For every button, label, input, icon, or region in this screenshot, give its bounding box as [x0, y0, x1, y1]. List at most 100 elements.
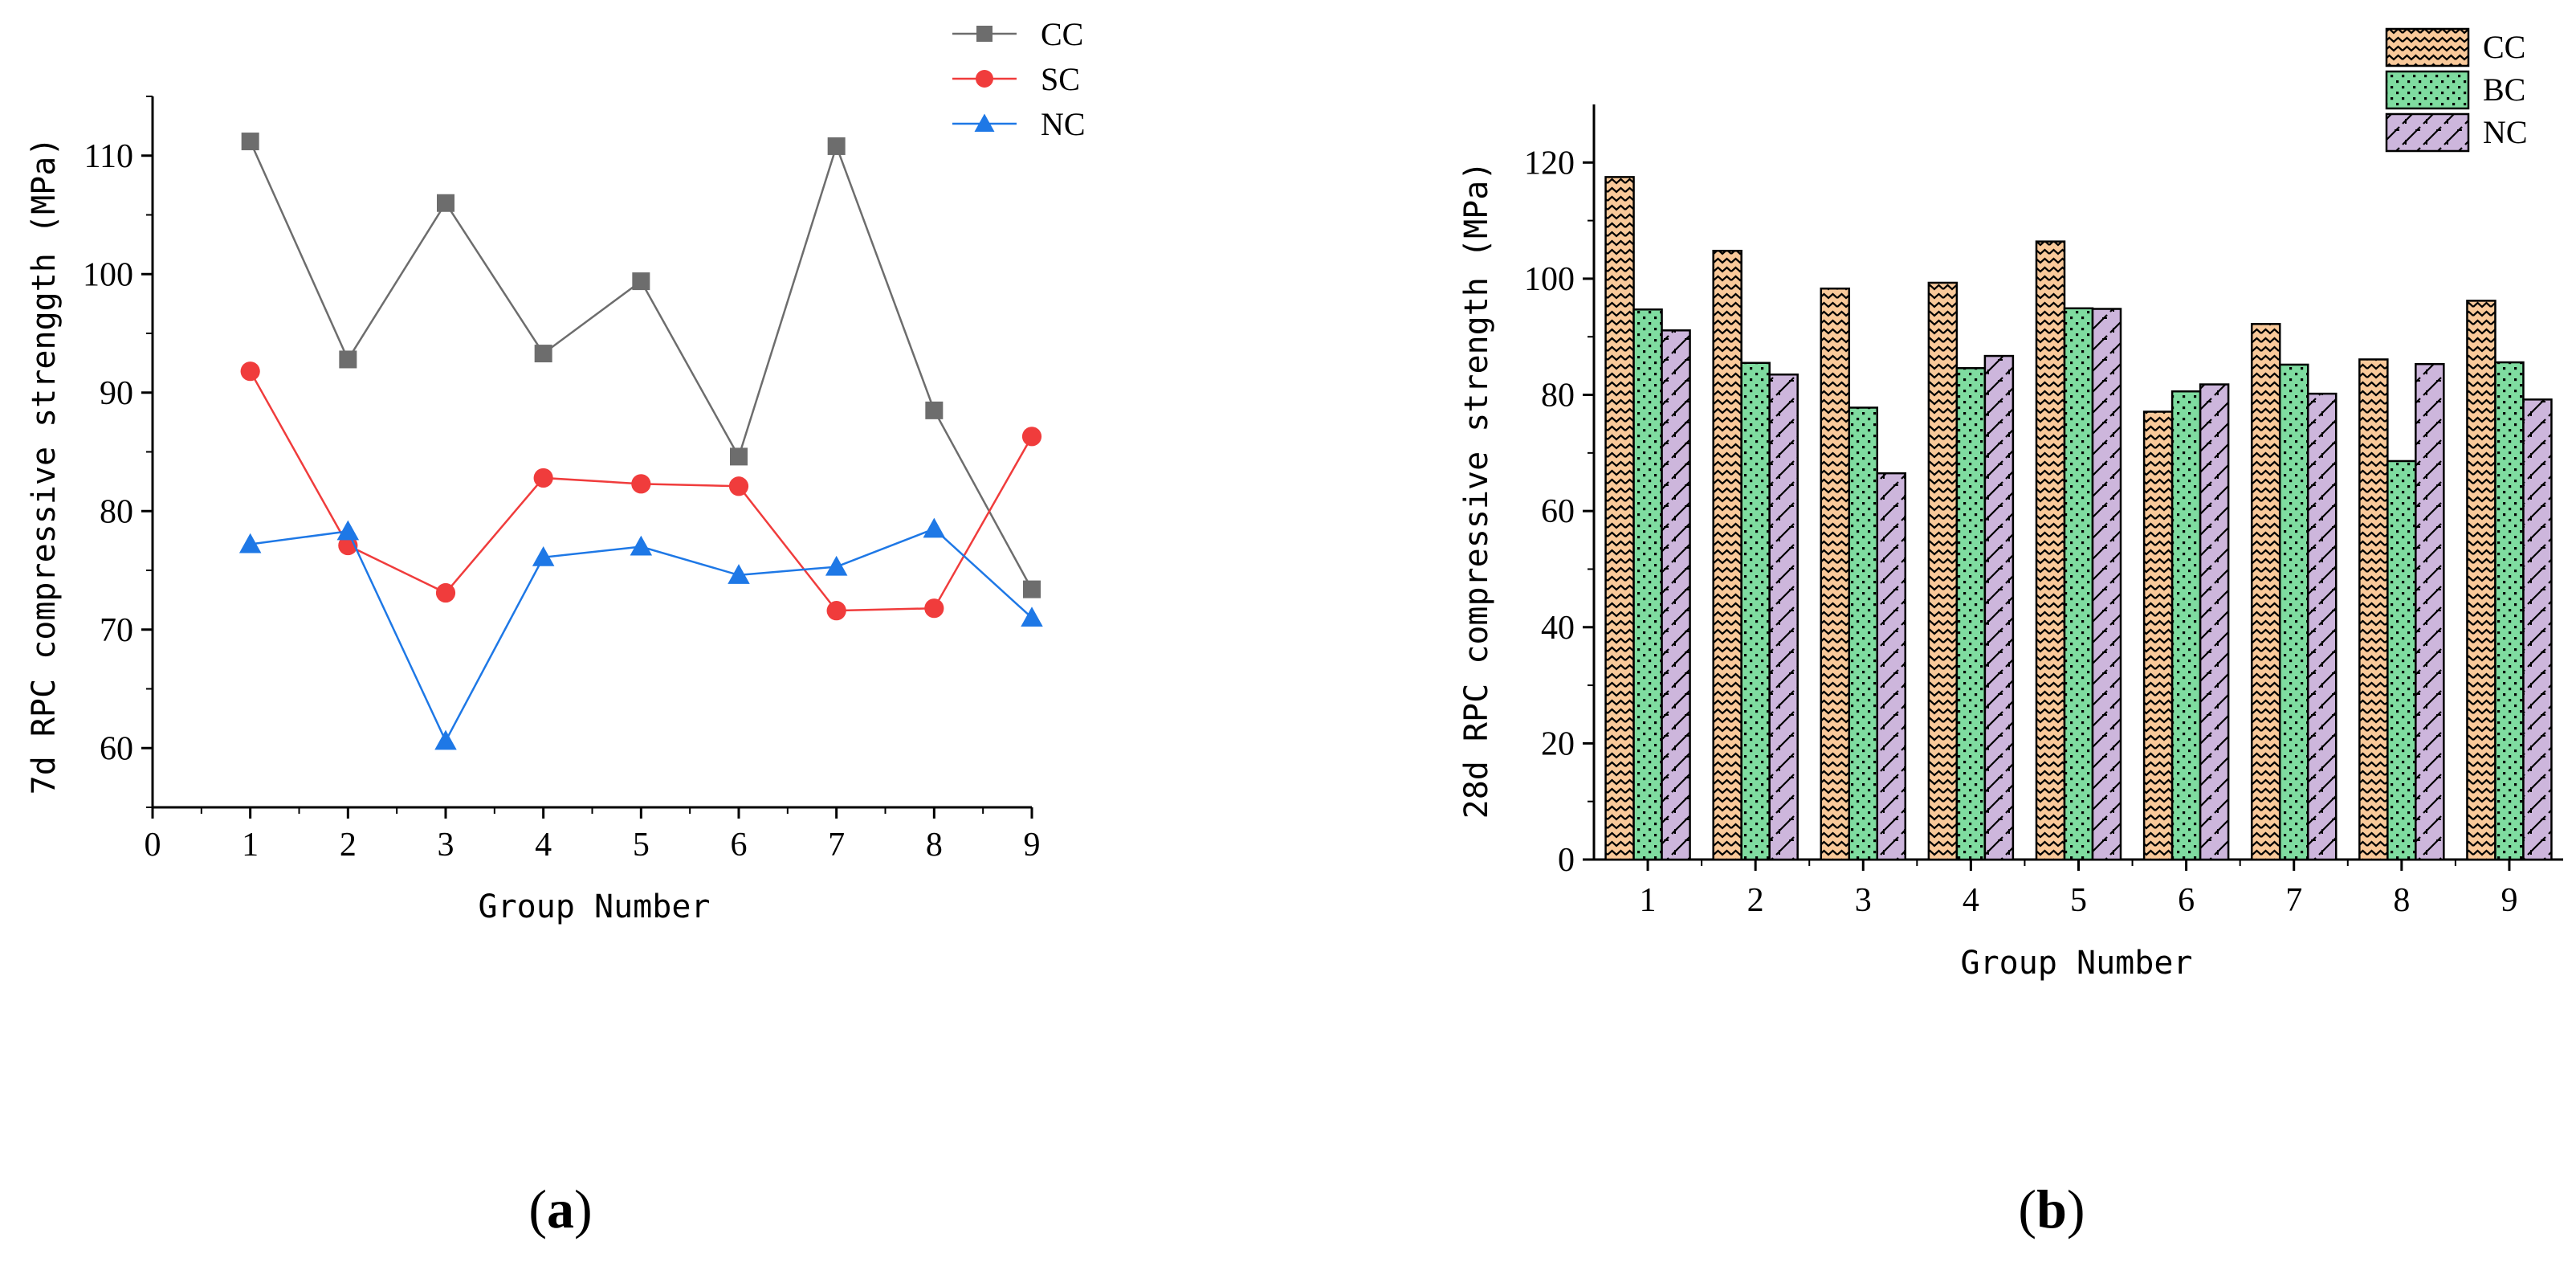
data-point [631, 474, 651, 494]
x-tick-label: 2 [340, 827, 357, 864]
data-point [339, 350, 357, 369]
bar-cc [1820, 287, 1851, 861]
bar-cc [2466, 300, 2497, 861]
y-tick-label: 0 [1558, 842, 1575, 879]
data-point [728, 476, 749, 496]
x-tick-label: 9 [2501, 882, 2517, 919]
bar-cc [2035, 240, 2066, 861]
y-tick-label: 60 [1541, 493, 1575, 530]
legend-item-sc: SC [952, 61, 1080, 97]
bar-nc [2415, 362, 2445, 861]
legend-label: NC [2483, 114, 2528, 150]
axes [141, 96, 1033, 819]
x-tick-label: 3 [1855, 882, 1872, 919]
bar-cc [2250, 323, 2281, 861]
data-point [534, 345, 552, 363]
data-point [730, 447, 748, 466]
series-nc [238, 517, 1043, 750]
series-line [250, 527, 1033, 744]
bar-bc [2063, 307, 2094, 861]
y-tick-label: 80 [100, 493, 133, 530]
y-tick-label: 100 [1524, 261, 1575, 298]
bar-chart-panel: 0 20 40 60 80 100 120 1 2 3 4 5 6 7 8 9 CC BC NC Group Nu… [1458, 27, 2563, 1240]
bar-nc [2199, 383, 2230, 861]
x-axis-title: Group Number [1961, 945, 2193, 982]
y-axis-title: 28d RPC compressive strength (MPa) [1458, 161, 1495, 819]
data-point [1021, 606, 1043, 627]
legend-item-bc: BC [2385, 70, 2525, 110]
legend-item-nc: NC [952, 106, 1086, 142]
bar-bc [2170, 390, 2202, 861]
bar-bc [1848, 406, 1879, 861]
legend-label: CC [1041, 16, 1083, 52]
x-tick-label: 5 [633, 827, 650, 864]
tick-labels: 0 1 2 3 4 5 6 7 8 9 60 70 80 90 100 110 [83, 138, 1041, 864]
data-point [827, 137, 846, 155]
x-tick-label: 2 [1747, 882, 1764, 919]
series-group [238, 133, 1043, 750]
x-tick-label: 4 [535, 827, 552, 864]
data-point [435, 582, 456, 603]
y-tick-label: 90 [100, 375, 133, 412]
legend-swatch [2385, 112, 2470, 153]
panel-letter-b: b [2036, 1178, 2067, 1240]
legend-item-cc: CC [2385, 27, 2525, 67]
panel-letter-a: a [547, 1178, 574, 1240]
bar-nc [1876, 472, 1907, 861]
data-point [532, 546, 555, 566]
data-point [826, 601, 846, 621]
panel-caption-b: (b) [2018, 1178, 2085, 1240]
legend-label: SC [1041, 61, 1080, 97]
series-sc [240, 361, 1042, 621]
legend-label: NC [1041, 106, 1086, 142]
x-tick-label: 8 [2393, 882, 2410, 919]
x-tick-label: 1 [242, 827, 259, 864]
x-tick-label: 5 [2070, 882, 2087, 919]
bar-cc [2358, 358, 2389, 861]
x-tick-label: 6 [731, 827, 748, 864]
data-point [632, 272, 650, 291]
data-point [238, 533, 262, 553]
data-point [241, 133, 259, 151]
tick-labels: 0 20 40 60 80 100 120 1 2 3 4 5 6 7 8 9 [1524, 145, 2517, 919]
y-axis-title: 7d RPC compressive strenggth (MPa) [26, 137, 63, 795]
bar-bc [1740, 361, 1771, 861]
bar-bc [2386, 459, 2417, 861]
data-point [240, 361, 260, 382]
y-tick-label: 40 [1541, 610, 1575, 647]
x-tick-label: 6 [2178, 882, 2195, 919]
data-point [728, 564, 750, 584]
data-point [336, 520, 360, 541]
data-point [437, 194, 454, 212]
legend-label: CC [2483, 29, 2525, 65]
data-point [825, 555, 848, 576]
series-line [249, 141, 1033, 590]
y-tick-label: 60 [100, 730, 133, 767]
data-point [630, 535, 653, 556]
bar-bc [2494, 361, 2525, 861]
data-point [434, 729, 457, 750]
data-point [1023, 580, 1041, 598]
legend-item-cc: CC [952, 16, 1083, 52]
data-point [923, 517, 946, 538]
legend-label: BC [2483, 71, 2525, 108]
bar-cc [1927, 281, 1958, 861]
bar-nc [1661, 329, 1691, 861]
legend-marker [976, 70, 993, 88]
x-tick-label: 1 [1640, 882, 1657, 919]
x-tick-label: 7 [2285, 882, 2302, 919]
legend-swatch [2385, 27, 2470, 67]
data-point [533, 468, 553, 488]
data-point [1021, 427, 1042, 447]
bar-bc [1632, 308, 1663, 861]
x-tick-label: 3 [438, 827, 454, 864]
y-tick-label: 20 [1541, 725, 1575, 762]
bar-cc [1604, 176, 1635, 861]
bar-bc [2278, 363, 2309, 861]
x-axis-title: Group Number [479, 888, 711, 925]
legend: CC BC NC [2385, 27, 2528, 153]
bars-group [1604, 176, 2553, 861]
bar-nc [2091, 308, 2122, 861]
legend-swatch [2385, 70, 2470, 110]
